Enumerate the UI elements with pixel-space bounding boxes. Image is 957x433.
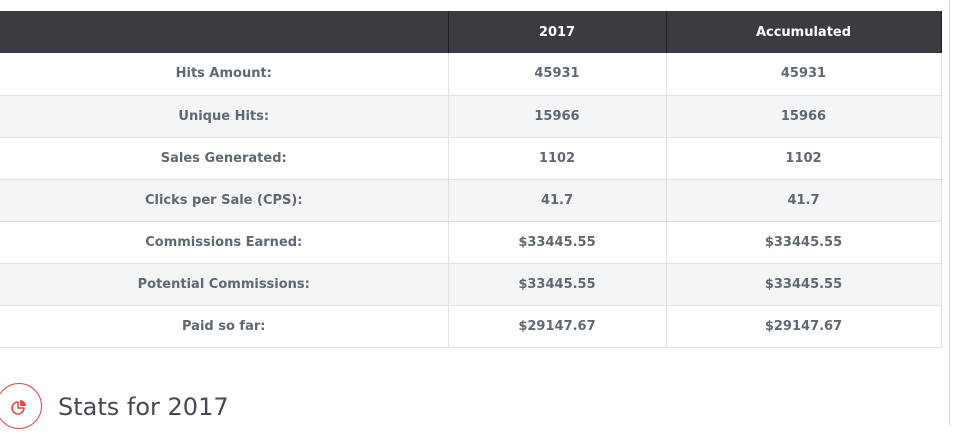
table-row: Hits Amount: 45931 45931 (0, 53, 942, 96)
row-year-value: $33445.55 (448, 263, 667, 306)
table-row: Unique Hits: 15966 15966 (0, 95, 942, 138)
table-row: Sales Generated: 1102 1102 (0, 137, 942, 180)
row-accumulated-value: 41.7 (666, 179, 942, 222)
header-label-column (0, 11, 449, 53)
stats-table-header: 2017 Accumulated (0, 11, 942, 53)
header-year-column: 2017 (448, 11, 667, 53)
row-accumulated-value: 1102 (666, 137, 942, 180)
table-row: Potential Commissions: $33445.55 $33445.… (0, 263, 942, 306)
row-accumulated-value: $33445.55 (666, 221, 942, 264)
row-accumulated-value: $33445.55 (666, 263, 942, 306)
table-row: Clicks per Sale (CPS): 41.7 41.7 (0, 179, 942, 222)
row-year-value: $29147.67 (448, 305, 667, 348)
stats-section-heading: Stats for 2017 (0, 383, 300, 433)
row-year-value: 1102 (448, 137, 667, 180)
row-accumulated-value: $29147.67 (666, 305, 942, 348)
row-label: Hits Amount: (0, 53, 449, 96)
row-accumulated-value: 15966 (666, 95, 942, 138)
row-accumulated-value: 45931 (666, 53, 942, 96)
row-year-value: $33445.55 (448, 221, 667, 264)
header-accumulated-column: Accumulated (666, 11, 942, 53)
header-row: 2017 Accumulated (0, 11, 942, 53)
row-label: Unique Hits: (0, 95, 449, 138)
row-year-value: 15966 (448, 95, 667, 138)
row-year-value: 41.7 (448, 179, 667, 222)
row-label: Clicks per Sale (CPS): (0, 179, 449, 222)
section-title: Stats for 2017 (58, 393, 229, 421)
stats-table: 2017 Accumulated Hits Amount: 45931 4593… (0, 11, 942, 348)
row-year-value: 45931 (448, 53, 667, 96)
table-row: Paid so far: $29147.67 $29147.67 (0, 305, 942, 348)
row-label: Potential Commissions: (0, 263, 449, 306)
table-row: Commissions Earned: $33445.55 $33445.55 (0, 221, 942, 264)
stats-table-body: Hits Amount: 45931 45931 Unique Hits: 15… (0, 53, 942, 348)
pie-chart-icon (0, 383, 42, 429)
content-right-border (949, 0, 950, 426)
row-label: Sales Generated: (0, 137, 449, 180)
row-label: Paid so far: (0, 305, 449, 348)
row-label: Commissions Earned: (0, 221, 449, 264)
